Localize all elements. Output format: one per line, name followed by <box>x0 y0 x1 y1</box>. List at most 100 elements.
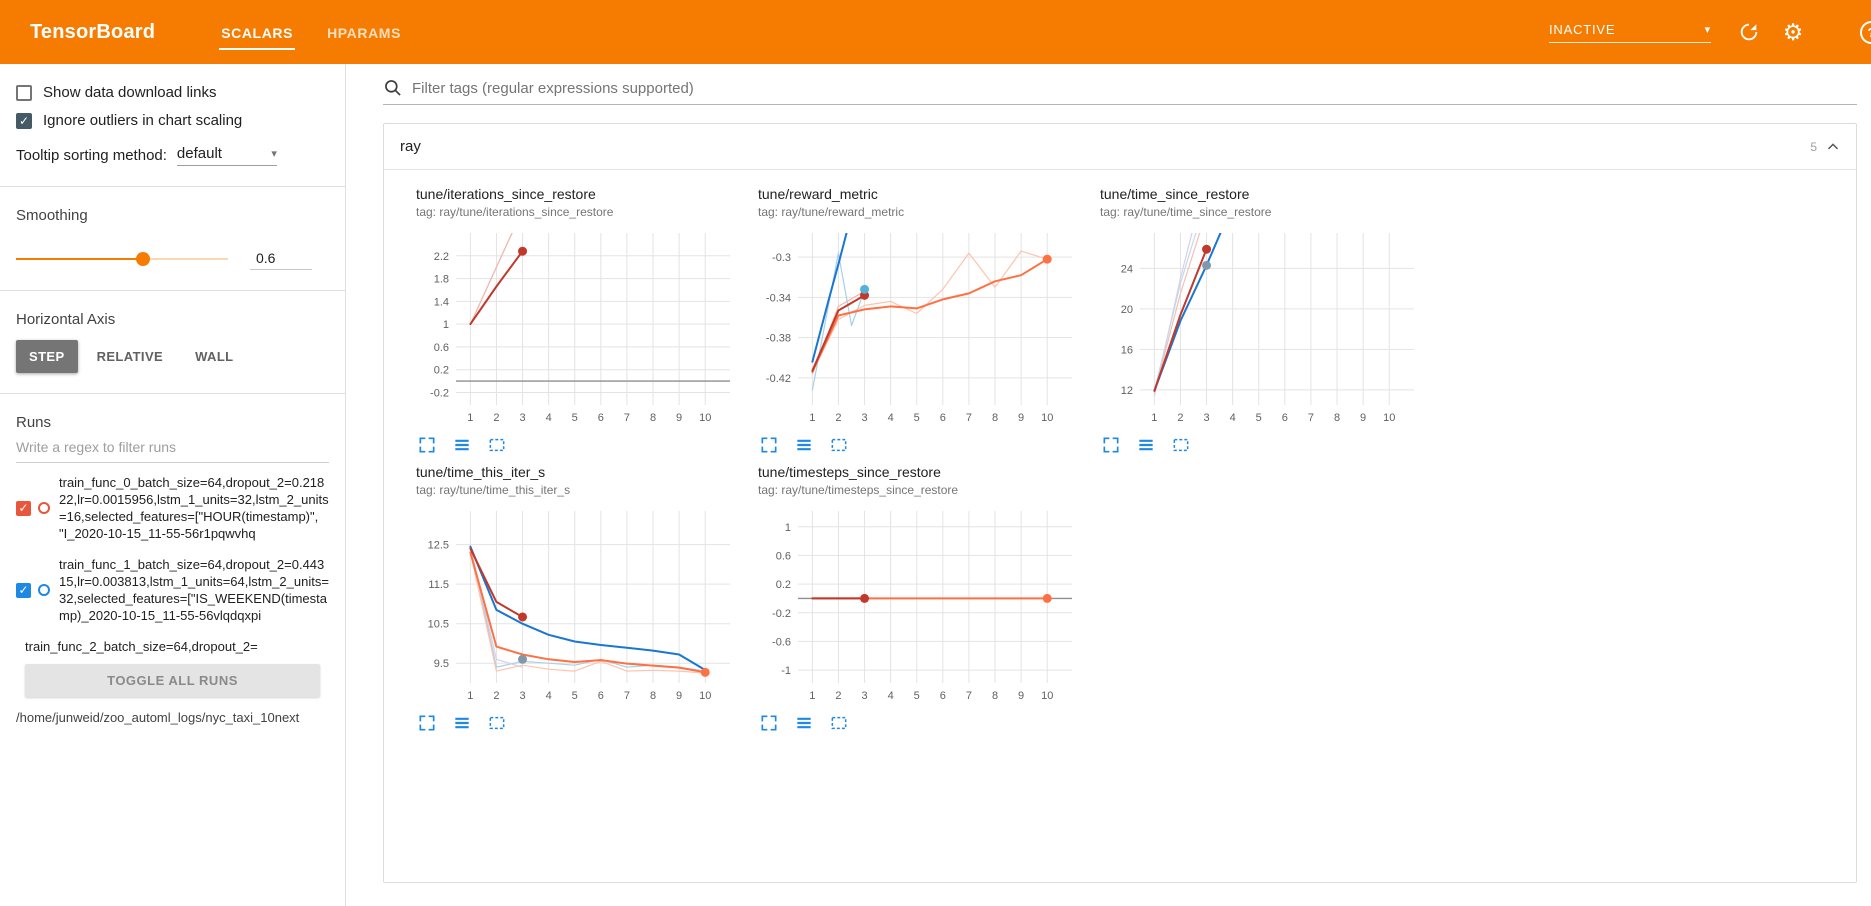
expand-icon[interactable] <box>416 434 438 456</box>
svg-text:8: 8 <box>992 412 998 424</box>
tooltip-sorting-row: Tooltip sorting method: default ▾ <box>16 145 329 166</box>
lines-icon[interactable] <box>451 434 473 456</box>
svg-text:1: 1 <box>809 690 815 702</box>
tag-group-header[interactable]: ray 5 <box>384 124 1856 170</box>
svg-text:4: 4 <box>888 690 894 702</box>
svg-text:-1: -1 <box>781 665 791 677</box>
svg-text:16: 16 <box>1121 344 1133 356</box>
smoothing-value-input[interactable] <box>250 248 312 270</box>
lines-icon[interactable] <box>1135 434 1157 456</box>
fit-domain-icon[interactable] <box>486 434 508 456</box>
run-row[interactable]: train_func_2_batch_size=64,dropout_2= <box>16 631 329 662</box>
runs-filter-input[interactable] <box>16 431 329 463</box>
tab-hparams[interactable]: HPARAMS <box>327 24 402 41</box>
svg-text:-0.3: -0.3 <box>772 252 791 264</box>
chart-tag: tag: ray/tune/timesteps_since_restore <box>758 483 959 497</box>
header-actions: INACTIVE ▾ ⚙ <box>1549 20 1825 44</box>
settings-gear-icon[interactable]: ⚙ <box>1782 18 1804 45</box>
svg-text:2: 2 <box>835 412 841 424</box>
show-download-checkbox[interactable]: ✓ <box>16 84 32 101</box>
lines-icon[interactable] <box>451 712 473 734</box>
chart-title: tune/time_since_restore <box>1100 186 1250 202</box>
chart-title: tune/reward_metric <box>758 186 878 202</box>
svg-text:1: 1 <box>809 412 815 424</box>
svg-text:7: 7 <box>966 690 972 702</box>
run-row[interactable]: ✓ train_func_0_batch_size=64,dropout_2=0.… <box>16 467 329 549</box>
run-checkbox[interactable]: ✓ <box>16 500 31 516</box>
tag-filter-input[interactable] <box>412 79 1857 97</box>
svg-text:4: 4 <box>546 412 552 424</box>
chart-plot[interactable]: -1 -0.6 -0.2 0.2 0.6 1 1 2 3 4 5 6 7 8 9 10 <box>746 505 1080 705</box>
tooltip-sorting-dropdown[interactable]: default ▾ <box>176 145 277 166</box>
chevron-up-icon[interactable] <box>1824 138 1842 156</box>
ignore-outliers-checkbox[interactable]: ✓ <box>16 112 32 129</box>
chart-tag: tag: ray/tune/time_since_restore <box>1100 205 1272 219</box>
svg-text:9.5: 9.5 <box>434 658 449 670</box>
chart-card: tune/time_this_iter_s tag: ray/tune/time… <box>404 464 746 734</box>
svg-text:5: 5 <box>914 690 920 702</box>
show-download-row[interactable]: ✓ Show data download links <box>16 84 329 101</box>
svg-text:1: 1 <box>1151 412 1157 424</box>
chart-toolbar <box>1100 434 1430 456</box>
svg-text:3: 3 <box>519 412 525 424</box>
svg-text:1: 1 <box>785 522 791 534</box>
svg-text:7: 7 <box>624 690 630 702</box>
svg-text:6: 6 <box>1282 412 1288 424</box>
run-row[interactable]: ✓ train_func_1_batch_size=64,dropout_2=0.… <box>16 549 329 631</box>
svg-text:10.5: 10.5 <box>428 619 449 631</box>
help-icon[interactable]: ? <box>1860 21 1871 44</box>
chart-plot[interactable]: -0.2 0.2 0.6 1 1.4 1.8 2.2 1 2 3 4 5 6 7 8 9 10 <box>404 227 738 427</box>
svg-text:6: 6 <box>598 690 604 702</box>
svg-text:5: 5 <box>572 412 578 424</box>
chart-plot[interactable]: -0.42 -0.38 -0.34 -0.3 1 2 3 4 5 6 7 8 9 10 <box>746 227 1080 427</box>
fit-domain-icon[interactable] <box>1170 434 1192 456</box>
svg-text:12: 12 <box>1121 385 1133 397</box>
status-label: INACTIVE <box>1549 21 1616 37</box>
svg-text:3: 3 <box>861 690 867 702</box>
svg-text:9: 9 <box>1018 412 1024 424</box>
fit-domain-icon[interactable] <box>828 712 850 734</box>
smoothing-slider-fill <box>16 258 144 260</box>
expand-icon[interactable] <box>758 712 780 734</box>
ignore-outliers-row[interactable]: ✓ Ignore outliers in chart scaling <box>16 112 329 129</box>
chart-card: tune/reward_metric tag: ray/tune/reward_… <box>746 186 1088 456</box>
axis-wall-button[interactable]: WALL <box>195 349 234 364</box>
smoothing-row <box>16 248 329 270</box>
status-dropdown[interactable]: INACTIVE ▾ <box>1549 22 1711 43</box>
svg-text:-0.2: -0.2 <box>430 387 449 399</box>
svg-text:2.2: 2.2 <box>434 251 449 263</box>
tab-scalars[interactable]: SCALARS <box>219 15 296 50</box>
smoothing-label: Smoothing <box>16 207 88 224</box>
axis-relative-button[interactable]: RELATIVE <box>96 349 164 364</box>
svg-text:9: 9 <box>1360 412 1366 424</box>
axis-step-button[interactable]: STEP <box>16 340 78 373</box>
svg-text:-0.2: -0.2 <box>772 608 791 620</box>
lines-icon[interactable] <box>793 712 815 734</box>
svg-text:6: 6 <box>940 690 946 702</box>
divider <box>0 290 345 291</box>
sidebar: ✓ Show data download links ✓ Ignore outl… <box>0 64 346 906</box>
chart-card: tune/timesteps_since_restore tag: ray/tu… <box>746 464 1088 734</box>
expand-icon[interactable] <box>1100 434 1122 456</box>
horizontal-axis-label: Horizontal Axis <box>16 311 116 328</box>
fit-domain-icon[interactable] <box>486 712 508 734</box>
expand-icon[interactable] <box>758 434 780 456</box>
smoothing-slider-thumb[interactable] <box>136 252 151 266</box>
fit-domain-icon[interactable] <box>828 434 850 456</box>
run-checkbox[interactable]: ✓ <box>16 582 31 598</box>
tab-bar: SCALARS HPARAMS <box>219 0 433 64</box>
svg-text:4: 4 <box>546 690 552 702</box>
expand-icon[interactable] <box>416 712 438 734</box>
chart-plot[interactable]: 9.5 10.5 11.5 12.5 1 2 3 4 5 6 7 8 9 10 <box>404 505 738 705</box>
svg-text:4: 4 <box>888 412 894 424</box>
run-controls: ✓ <box>16 500 50 516</box>
svg-text:1.8: 1.8 <box>434 274 449 286</box>
toggle-all-runs-button[interactable]: TOGGLE ALL RUNS <box>25 664 320 697</box>
show-download-label: Show data download links <box>43 84 217 101</box>
lines-icon[interactable] <box>793 434 815 456</box>
svg-text:11.5: 11.5 <box>428 579 449 591</box>
smoothing-slider[interactable] <box>16 252 228 266</box>
refresh-icon[interactable] <box>1737 20 1761 44</box>
svg-text:0.2: 0.2 <box>776 579 791 591</box>
